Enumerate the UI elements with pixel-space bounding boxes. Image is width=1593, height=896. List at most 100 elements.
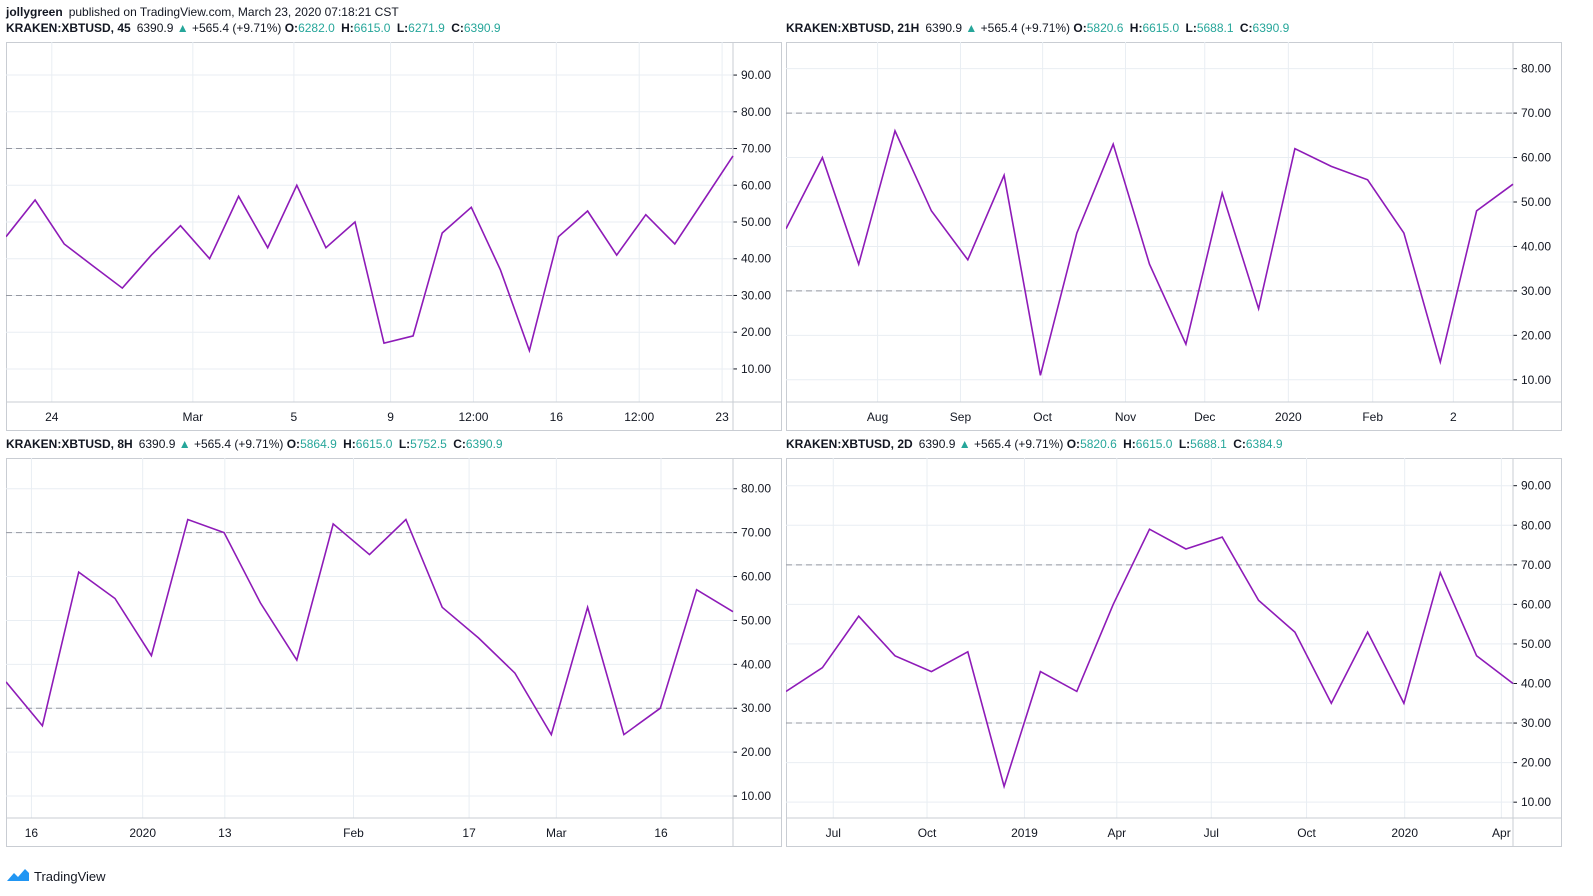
publish-text: published on TradingView.com, March 23, … — [68, 5, 399, 19]
y-tick-label: 70.00 — [1521, 106, 1551, 120]
y-tick-label: 30.00 — [741, 288, 771, 302]
x-tick-label: Jul — [826, 826, 841, 840]
y-tick-label: 50.00 — [741, 215, 771, 229]
chart-frame — [786, 458, 1562, 847]
x-tick-label: 9 — [387, 410, 394, 424]
open-value: 5864.9 — [300, 437, 337, 451]
x-tick-label: Nov — [1115, 410, 1136, 424]
last-price: 6390.9 — [925, 21, 963, 35]
y-tick-label: 10.00 — [741, 362, 771, 376]
y-tick-label: 70.00 — [1521, 558, 1551, 572]
rsi-series-line — [6, 155, 734, 354]
y-tick-label: 40.00 — [1521, 239, 1551, 253]
y-tick-label: 50.00 — [1521, 195, 1551, 209]
y-tick-label: 60.00 — [1521, 597, 1551, 611]
chart-svg[interactable]: 24 Mar 5 9 12:00 16 12:00 23 10.00 20.00 30.00 40.0… — [6, 42, 782, 431]
x-tick-label: 5 — [291, 410, 298, 424]
legend-ohlc: KRAKEN:XBTUSD, 45 6390.9 ▲ +565.4 (+9.71%… — [6, 21, 501, 35]
y-tick-label: 80.00 — [1521, 62, 1551, 76]
y-tick-label: 90.00 — [741, 68, 771, 82]
x-tick-label: Feb — [343, 826, 364, 840]
chart-frame — [786, 42, 1562, 431]
x-tick-label: 2019 — [1011, 826, 1038, 840]
y-tick-label: 60.00 — [741, 178, 771, 192]
chart-svg[interactable]: Jul Oct 2019 Apr Jul Oct 2020 Apr 10.00 20.00 30.0… — [786, 458, 1562, 847]
rsi-series-line — [786, 528, 1514, 790]
open-value: 6282.0 — [298, 21, 335, 35]
close-value: 6384.9 — [1245, 437, 1283, 451]
publish-info: jollygreen published on TradingView.com, … — [6, 5, 399, 19]
chart-panel-45[interactable]: KRAKEN:XBTUSD, 45 6390.9 ▲ +565.4 (+9.71%… — [6, 21, 782, 431]
x-tick-label: 17 — [462, 826, 476, 840]
triangle-up-icon: ▲ — [965, 21, 978, 35]
rsi-series-line — [6, 518, 734, 737]
low-value: 5688.1 — [1190, 437, 1227, 451]
price-change: +565.4 (+9.71%) — [191, 21, 282, 35]
last-price: 6390.9 — [918, 437, 956, 451]
y-tick-label: 50.00 — [741, 613, 771, 627]
open-value: 5820.6 — [1080, 437, 1117, 451]
y-tick-label: 50.00 — [1521, 637, 1551, 651]
y-tick-label: 20.00 — [1521, 328, 1551, 342]
close-value: 6390.9 — [463, 21, 501, 35]
brand-name: TradingView — [34, 869, 106, 884]
publisher-username[interactable]: jollygreen — [6, 5, 63, 19]
tradingview-logo-icon — [6, 867, 30, 886]
y-tick-label: 40.00 — [1521, 676, 1551, 690]
x-tick-label: 12:00 — [624, 410, 654, 424]
y-tick-label: 20.00 — [741, 325, 771, 339]
x-tick-label: 13 — [218, 826, 232, 840]
x-tick-label: 2 — [1450, 410, 1457, 424]
symbol-interval[interactable]: KRAKEN:XBTUSD, 21H — [786, 21, 920, 35]
x-tick-label: Sep — [950, 410, 972, 424]
y-tick-label: 20.00 — [741, 745, 771, 759]
y-tick-label: 10.00 — [1521, 795, 1551, 809]
x-tick-label: 23 — [715, 410, 729, 424]
y-tick-label: 40.00 — [741, 252, 771, 266]
high-value: 6615.0 — [1142, 21, 1180, 35]
x-tick-label: 16 — [654, 826, 668, 840]
chart-frame — [6, 458, 782, 847]
chart-svg[interactable]: 16 2020 13 Feb 17 Mar 16 10.00 20.00 30.00 40.00 50… — [6, 458, 782, 847]
high-value: 6615.0 — [1135, 437, 1173, 451]
last-price: 6390.9 — [138, 437, 176, 451]
x-tick-label: 2020 — [1391, 826, 1418, 840]
symbol-interval[interactable]: KRAKEN:XBTUSD, 45 — [6, 21, 131, 35]
brand-footer[interactable]: TradingView — [6, 867, 106, 886]
close-value: 6390.9 — [1252, 21, 1290, 35]
x-tick-label: Feb — [1362, 410, 1383, 424]
chart-panel-2d[interactable]: KRAKEN:XBTUSD, 2D 6390.9 ▲ +565.4 (+9.71%… — [786, 437, 1562, 847]
x-tick-label: 16 — [550, 410, 564, 424]
triangle-up-icon: ▲ — [176, 21, 189, 35]
y-tick-label: 80.00 — [741, 482, 771, 496]
y-tick-label: 70.00 — [741, 526, 771, 540]
y-tick-label: 20.00 — [1521, 756, 1551, 770]
y-tick-label: 40.00 — [741, 657, 771, 671]
x-tick-label: Oct — [1297, 826, 1316, 840]
chart-panel-8h[interactable]: KRAKEN:XBTUSD, 8H 6390.9 ▲ +565.4 (+9.71%… — [6, 437, 782, 847]
x-tick-label: Mar — [183, 410, 204, 424]
y-tick-label: 30.00 — [1521, 284, 1551, 298]
chart-panel-21h[interactable]: KRAKEN:XBTUSD, 21H 6390.9 ▲ +565.4 (+9.71… — [786, 21, 1562, 431]
close-value: 6390.9 — [465, 437, 503, 451]
y-tick-label: 60.00 — [741, 570, 771, 584]
x-tick-label: 12:00 — [458, 410, 488, 424]
y-tick-label: 30.00 — [741, 701, 771, 715]
y-tick-label: 70.00 — [741, 142, 771, 156]
low-value: 5688.1 — [1196, 21, 1234, 35]
symbol-interval[interactable]: KRAKEN:XBTUSD, 8H — [6, 437, 133, 451]
last-price: 6390.9 — [136, 21, 174, 35]
triangle-up-icon: ▲ — [958, 437, 971, 451]
x-tick-label: Oct — [918, 826, 937, 840]
chart-svg[interactable]: Aug Sep Oct Nov Dec 2020 Feb 2 10.00 20.00 30.00 40… — [786, 42, 1562, 431]
x-tick-label: 2020 — [129, 826, 156, 840]
symbol-interval[interactable]: KRAKEN:XBTUSD, 2D — [786, 437, 913, 451]
y-tick-label: 90.00 — [1521, 479, 1551, 493]
y-tick-label: 80.00 — [741, 105, 771, 119]
chart-frame — [6, 42, 782, 431]
x-tick-label: Apr — [1107, 826, 1126, 840]
x-tick-label: 16 — [25, 826, 39, 840]
price-change: +565.4 (+9.71%) — [193, 437, 284, 451]
legend-ohlc: KRAKEN:XBTUSD, 8H 6390.9 ▲ +565.4 (+9.71%… — [6, 437, 503, 451]
x-tick-label: Oct — [1033, 410, 1052, 424]
